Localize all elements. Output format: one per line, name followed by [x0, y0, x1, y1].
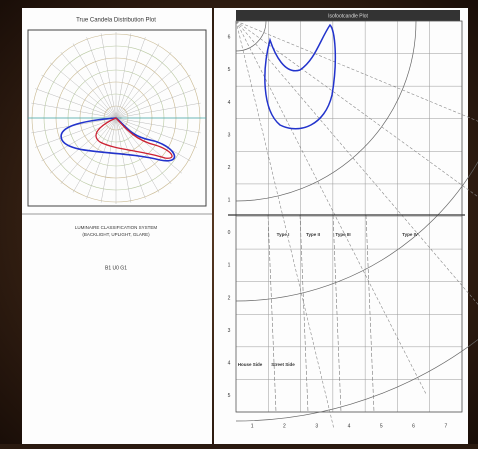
red-curve	[95, 117, 173, 159]
x-axis-label: 1	[251, 423, 254, 429]
x-axis-label: 6	[412, 423, 415, 429]
angle-ray	[235, 20, 335, 430]
y-axis-label: 4	[228, 360, 231, 366]
angle-ray	[235, 20, 478, 198]
caption: LUMINAIRE CLASSIFICATION SYSTEM	[75, 225, 157, 230]
y-axis-label: 1	[228, 263, 231, 269]
x-axis-label: 3	[315, 423, 318, 429]
polar-ray	[72, 117, 117, 193]
polar-ray	[115, 117, 201, 134]
grid-frame	[235, 20, 463, 413]
y-axis-label: 3	[228, 132, 231, 138]
polar-plot	[28, 32, 206, 204]
polar-ray	[86, 117, 117, 199]
x-axis-label: 2	[283, 423, 286, 429]
x-axis-label: 5	[380, 423, 383, 429]
range-arc	[235, 338, 478, 422]
polar-ray	[35, 88, 117, 119]
polar-ray	[115, 74, 191, 119]
polar-ray	[31, 102, 117, 119]
polar-ray	[41, 74, 117, 119]
polar-ray	[115, 37, 146, 119]
header: Isofootcandle Plot	[328, 13, 368, 19]
type-line	[332, 214, 342, 413]
side-label: Street Side	[271, 362, 295, 367]
y-axis-label: 5	[228, 67, 231, 73]
polar-title: True Candela Distribution Plot	[76, 18, 156, 24]
polar-ray	[72, 43, 117, 119]
polar-ray	[115, 117, 183, 174]
polar-ray	[60, 51, 117, 119]
range-arc	[235, 160, 478, 302]
y-axis-label: 1	[228, 198, 231, 204]
polar-ray	[115, 117, 146, 199]
range-arc	[235, 20, 417, 202]
side-label: House Side	[238, 362, 263, 367]
type-line	[365, 214, 375, 413]
polar-ray	[115, 51, 172, 119]
polar-ray	[49, 117, 117, 174]
range-arc	[235, 20, 267, 52]
polar-ray	[115, 117, 197, 148]
type-line	[267, 214, 277, 413]
polar-ray	[115, 117, 132, 203]
x-axis-label: 7	[444, 423, 447, 429]
polar-ray	[35, 117, 117, 148]
polar-ray	[115, 62, 183, 119]
angle-ray	[235, 20, 478, 122]
type-label: Type III	[335, 232, 350, 237]
angle-ray	[235, 20, 478, 305]
y-axis-label: 6	[228, 35, 231, 41]
polar-ray	[115, 33, 132, 119]
polar-ray	[115, 117, 172, 185]
polar-ray	[100, 33, 117, 119]
y-axis-label: 5	[228, 393, 231, 399]
header-bar	[236, 10, 460, 21]
polar-ray	[115, 88, 197, 119]
y-axis-label: 0	[228, 230, 231, 236]
type-label: Type II	[306, 232, 320, 237]
angle-ray	[235, 20, 427, 396]
y-axis-label: 3	[228, 328, 231, 334]
caption: (BACKLIGHT, UPLIGHT, GLARE)	[82, 232, 150, 237]
polar-ray	[100, 117, 117, 203]
y-axis-label: 2	[228, 165, 231, 171]
type-label: Type IV	[402, 232, 418, 237]
isofootcandle-grid: 1 2 3 4 5 6 7 6 5 4 3 2 1 0 1 2 3 4 5 Type I Type II Type III…	[228, 20, 478, 430]
polar-ray	[115, 117, 191, 162]
blue-curve	[60, 117, 176, 162]
x-axis-label: 4	[348, 423, 351, 429]
polar-ray	[49, 62, 117, 119]
y-axis-label: 2	[228, 295, 231, 301]
type-label: Type I	[277, 232, 290, 237]
right-sheet	[214, 8, 468, 444]
y-axis-label: 4	[228, 100, 231, 106]
polar-ray	[86, 37, 117, 119]
polar-ray	[115, 102, 201, 119]
blue-contour	[264, 23, 337, 130]
type-line	[299, 214, 309, 413]
polar-ray	[115, 43, 160, 119]
caption: B1 U0 G1	[105, 265, 127, 271]
